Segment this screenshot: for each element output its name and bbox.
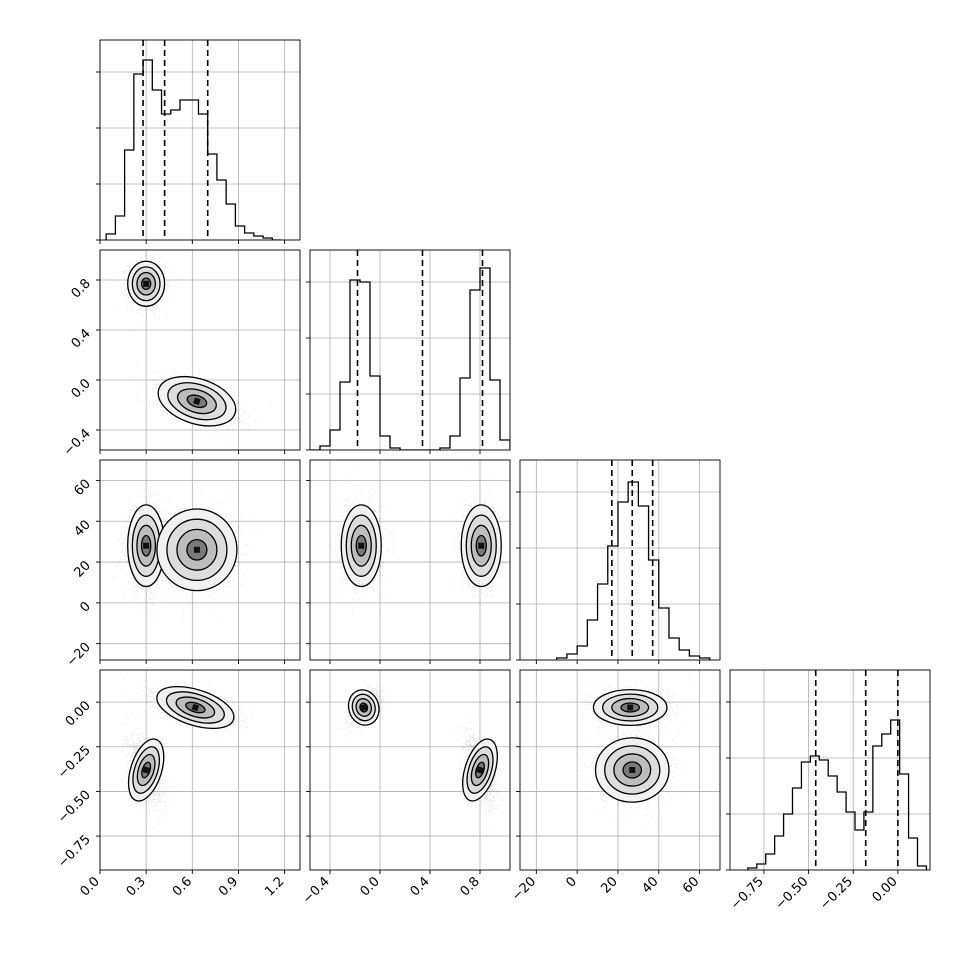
x-tick-label: 0.00 <box>870 874 901 905</box>
y-tick-label: 20 <box>72 558 94 580</box>
y-tick-label: 0.0 <box>69 376 94 401</box>
histogram-panel-3: −0.75 −0.50 −0.25 0.00 <box>726 669 931 913</box>
density-peak <box>142 766 150 774</box>
density-peak <box>193 397 201 406</box>
scatter-data <box>108 254 271 445</box>
x-tick-label: 0.9 <box>216 874 241 899</box>
panel-frame <box>309 249 511 451</box>
x-tick-label: 0.0 <box>358 874 383 899</box>
contour-group-1 <box>460 504 502 588</box>
x-tick-label: −0.50 <box>773 874 812 913</box>
y-tick-label: 60 <box>72 477 94 499</box>
x-tick-label: −0.25 <box>817 874 856 913</box>
y-tick-label: 0.8 <box>69 276 94 301</box>
density-peak <box>627 704 634 711</box>
scatter-panel-1-0: −0.4 0.0 0.4 0.8 <box>61 249 301 459</box>
y-tick-label: −0.4 <box>61 426 94 459</box>
scatter-data <box>112 482 258 623</box>
y-tick-label: −20 <box>64 640 94 670</box>
histogram-step-2 <box>556 481 711 660</box>
panel-frame <box>99 669 301 871</box>
contour-group-1 <box>594 737 670 803</box>
x-tick-label: 0.4 <box>408 874 433 899</box>
density-peak <box>191 703 200 712</box>
scatter-data <box>574 679 709 828</box>
histogram-step-1 <box>310 267 510 450</box>
x-tick-label: 0.8 <box>458 874 483 899</box>
x-tick-label: 0.6 <box>170 874 195 899</box>
histogram-panel-2 <box>516 459 721 664</box>
y-tick-label: 0 <box>77 599 93 615</box>
density-peak <box>476 766 484 774</box>
y-tick-label: −0.50 <box>55 788 94 827</box>
density-peak <box>143 542 150 549</box>
panel-frame <box>519 459 721 661</box>
histogram-panel-0 <box>96 39 301 244</box>
density-peak <box>193 546 200 553</box>
scatter-points <box>328 467 510 614</box>
scatter-panel-3-0: 0.0 0.3 0.6 0.9 1.2 −0.75 −0.50 −0.25 0.00 <box>55 669 301 899</box>
contour-group-0 <box>127 738 165 802</box>
scatter-data <box>122 679 257 832</box>
density-peak <box>629 767 636 773</box>
x-tick-label: −0.75 <box>728 874 767 913</box>
scatter-panel-2-1 <box>306 459 511 664</box>
contour-group-0 <box>347 689 380 726</box>
histogram-panel-1 <box>306 249 511 454</box>
contour-group-1 <box>156 685 235 730</box>
scatter-points <box>108 254 271 445</box>
contour-group-1 <box>156 508 238 592</box>
contour-group-1 <box>462 738 498 802</box>
panel-frame <box>519 669 721 871</box>
scatter-panel-3-1: −0.4 0.0 0.4 0.8 <box>300 669 511 907</box>
density-peak <box>478 542 485 549</box>
density-peak <box>358 542 365 549</box>
x-tick-label: 40 <box>639 874 661 896</box>
panel-frame <box>309 459 511 661</box>
contour-group-1 <box>157 375 237 427</box>
y-tick-label: 0.4 <box>69 326 94 351</box>
y-tick-label: 40 <box>72 517 94 539</box>
panel-frame <box>99 39 301 241</box>
panel-frame <box>99 249 301 451</box>
histogram-step-3 <box>747 719 928 870</box>
y-tick-label: 0.00 <box>63 698 94 729</box>
x-tick-label: 0.0 <box>78 874 103 899</box>
panel-frame <box>309 669 511 871</box>
x-tick-label: −20 <box>509 874 539 904</box>
x-tick-label: 0.3 <box>124 874 149 899</box>
scatter-panel-2-0: −20 0 20 40 60 <box>64 459 301 670</box>
density-peak <box>143 280 150 287</box>
panel-frame <box>99 459 301 661</box>
scatter-panel-3-2: −20 0 20 40 60 <box>509 669 721 904</box>
x-tick-label: 1.2 <box>262 874 287 899</box>
x-tick-label: 60 <box>680 874 702 896</box>
y-tick-label: −0.75 <box>55 832 94 871</box>
density-peak <box>359 703 368 712</box>
panel-frame <box>729 669 931 871</box>
x-tick-label: 0 <box>564 874 580 890</box>
x-tick-label: −0.4 <box>300 874 333 907</box>
histogram-step-0 <box>105 59 282 240</box>
contour-group-0 <box>127 504 166 588</box>
scatter-data <box>328 467 510 614</box>
contour-group-0 <box>592 688 668 727</box>
scatter-data <box>335 674 503 830</box>
x-tick-label: 20 <box>598 874 620 896</box>
contour-group-0 <box>127 260 166 307</box>
contour-group-0 <box>340 504 382 588</box>
y-tick-label: −0.25 <box>55 743 94 782</box>
